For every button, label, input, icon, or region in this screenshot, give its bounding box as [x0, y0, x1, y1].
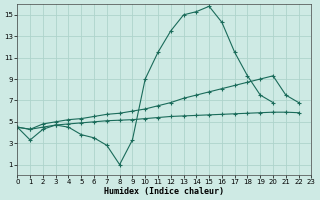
X-axis label: Humidex (Indice chaleur): Humidex (Indice chaleur)	[104, 187, 224, 196]
